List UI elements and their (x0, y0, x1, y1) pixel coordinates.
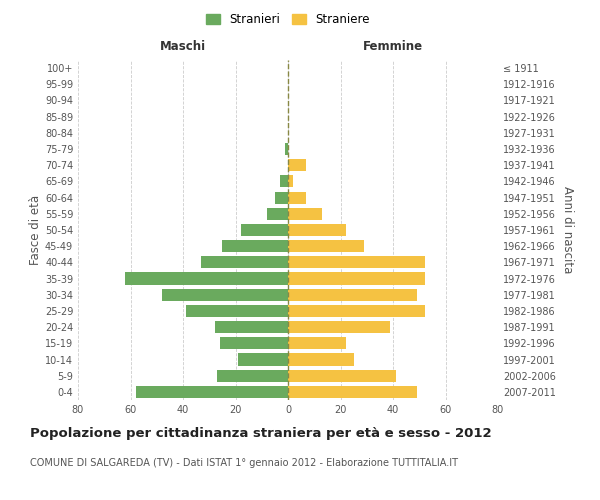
Bar (288, 208, 322, 220)
Bar (288, 386, 416, 398)
Bar (288, 256, 425, 268)
Bar (288, 321, 391, 333)
Text: Femmine: Femmine (363, 40, 423, 52)
Bar (238, 354, 288, 366)
Bar (288, 224, 346, 236)
Bar (288, 159, 307, 172)
Bar (286, 143, 288, 155)
Bar (288, 176, 293, 188)
Text: Popolazione per cittadinanza straniera per età e sesso - 2012: Popolazione per cittadinanza straniera p… (30, 428, 491, 440)
Bar (267, 208, 288, 220)
Bar (241, 224, 288, 236)
Bar (185, 305, 288, 317)
Bar (223, 240, 288, 252)
Y-axis label: Anni di nascita: Anni di nascita (561, 186, 574, 274)
Bar (125, 272, 288, 284)
Bar (202, 256, 288, 268)
Legend: Stranieri, Straniere: Stranieri, Straniere (203, 11, 373, 28)
Bar (288, 305, 425, 317)
Bar (220, 338, 288, 349)
Bar (288, 192, 307, 203)
Bar (136, 386, 288, 398)
Text: Maschi: Maschi (160, 40, 206, 52)
Bar (288, 354, 353, 366)
Bar (288, 338, 346, 349)
Bar (162, 288, 288, 301)
Bar (288, 370, 395, 382)
Bar (215, 321, 288, 333)
Bar (280, 176, 288, 188)
Bar (288, 272, 425, 284)
Bar (288, 240, 364, 252)
Bar (288, 288, 416, 301)
Text: COMUNE DI SALGAREDA (TV) - Dati ISTAT 1° gennaio 2012 - Elaborazione TUTTITALIA.: COMUNE DI SALGAREDA (TV) - Dati ISTAT 1°… (30, 458, 458, 468)
Bar (217, 370, 288, 382)
Bar (275, 192, 288, 203)
Y-axis label: Fasce di età: Fasce di età (29, 195, 42, 265)
